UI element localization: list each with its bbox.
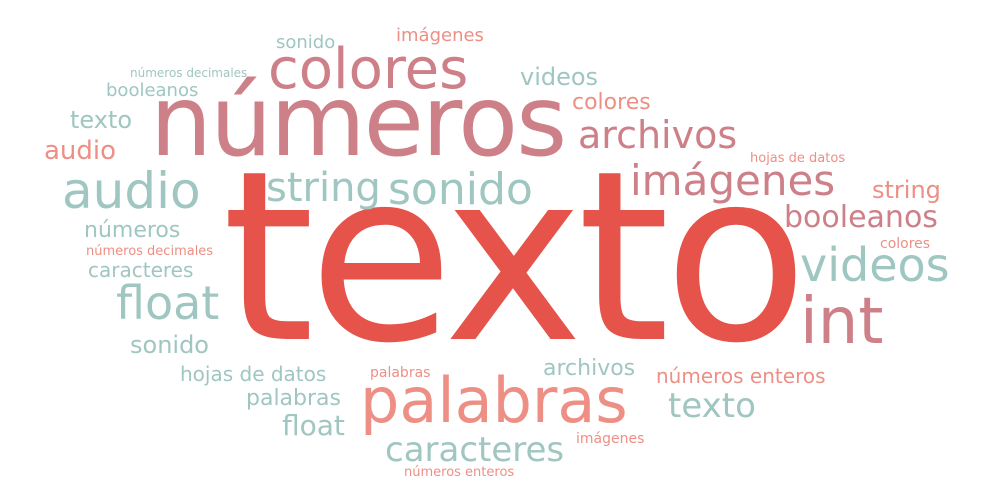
word-texto-l: texto [70,106,133,134]
word-numeros-ent-b: números enteros [404,465,515,480]
word-palabras-big: palabras [360,364,628,437]
word-numeros-ent-r: números enteros [656,364,826,388]
word-palabras-l: palabras [246,386,341,411]
word-caracteres-b: caracteres [385,430,565,470]
word-int-big: int [800,285,884,359]
word-palabras-small: palabras [370,365,431,381]
word-hojas-r: hojas de datos [750,151,846,166]
word-colores-big: colores [268,37,469,102]
word-videos-big: videos [800,238,950,292]
word-numeros-l: números [84,218,181,243]
word-imagenes-top: imágenes [396,25,484,46]
word-texto-main: texto [222,120,808,395]
word-float-big: float [116,276,220,330]
word-sonido-top: sonido [276,32,336,53]
word-imagenes-small: imágenes [576,431,645,447]
word-hojas-l: hojas de datos [180,362,327,386]
word-booleanos-l: booleanos [106,80,199,101]
word-sonido-big: sonido [388,164,533,215]
word-imagenes-big: imágenes [630,156,836,205]
word-audio-l: audio [44,136,117,166]
word-caracteres-l: caracteres [88,258,194,282]
word-float-l: float [282,409,345,442]
word-string-big: string [266,165,381,211]
word-numeros-big: números [150,65,567,179]
word-audio-big: audio [62,162,201,220]
word-archivos-big: archivos [578,113,738,157]
word-videos-small: videos [520,63,599,91]
word-colores-r: colores [880,236,931,252]
word-booleanos-r: booleanos [784,200,938,235]
word-colores-small: colores [572,90,651,115]
word-string-r: string [872,176,941,204]
word-numeros-dec-l: números decimales [86,244,214,259]
word-texto-r: texto [668,386,756,426]
word-numeros-dec-top: números decimales [130,66,248,80]
word-sonido-l: sonido [130,331,209,359]
word-archivos-small: archivos [543,356,636,381]
